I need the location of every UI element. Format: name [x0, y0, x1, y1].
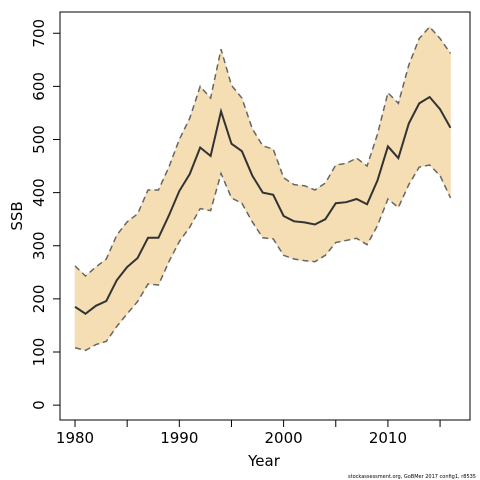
x-axis-label: Year	[247, 452, 281, 470]
confidence-band	[241, 97, 253, 223]
ssb-line	[74, 95, 452, 315]
y-tick-label: 300	[30, 231, 48, 260]
y-tick-label: 100	[30, 338, 48, 367]
footnote: stockassessment.org, GoBMer 2017 config1…	[348, 474, 476, 480]
y-tick-label: 200	[30, 285, 48, 314]
lower-bound	[74, 164, 452, 352]
y-tick-label: 600	[30, 72, 48, 101]
plot-area	[74, 25, 452, 352]
confidence-band	[126, 213, 138, 315]
y-tick-label: 400	[30, 178, 48, 207]
x-tick-label: 1990	[160, 429, 198, 447]
confidence-band	[106, 235, 118, 343]
confidence-band	[387, 92, 399, 209]
confidence-band	[377, 92, 389, 226]
y-axis-label: SSB	[8, 201, 26, 230]
y-tick-label: 0	[30, 400, 48, 410]
y-tick-label: 500	[30, 125, 48, 154]
y-tick-label: 700	[30, 19, 48, 48]
x-tick-label: 2010	[369, 429, 407, 447]
confidence-band	[429, 26, 441, 177]
x-tick-label: 2000	[265, 429, 303, 447]
plot-frame	[59, 11, 471, 421]
x-tick-label: 1980	[56, 429, 94, 447]
confidence-band	[189, 86, 201, 229]
